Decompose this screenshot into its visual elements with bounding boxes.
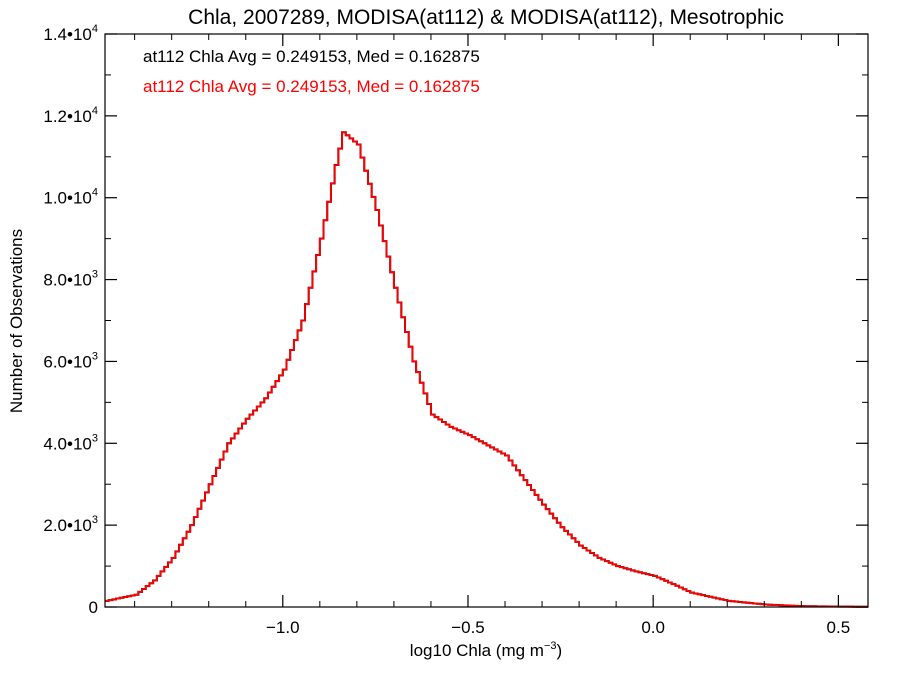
x-tick-label: 0.0 <box>641 618 665 637</box>
plot-frame <box>104 33 869 608</box>
x-tick-label: −0.5 <box>451 618 485 637</box>
y-tick-label: 1.2•104 <box>43 105 98 126</box>
x-axis: −1.0 −0.5 0.0 0.5 <box>134 34 851 637</box>
x-tick-label: 0.5 <box>827 618 851 637</box>
chart-title: Chla, 2007289, MODISA(at112) & MODISA(at… <box>188 6 784 29</box>
y-axis: 0 2.0•103 4.0•103 6.0•103 8.0•103 1.0•104 1.2•… <box>43 23 868 617</box>
x-tick-label: −1.0 <box>266 618 300 637</box>
y-tick-label: 6.0•103 <box>43 350 98 371</box>
y-tick-label: 4.0•103 <box>43 432 98 453</box>
y-tick-label: 0 <box>89 598 98 617</box>
y-tick-label: 1.0•104 <box>43 187 98 208</box>
y-tick-label: 2.0•103 <box>43 514 98 535</box>
histogram-series-red <box>105 131 868 608</box>
y-tick-label: 8.0•103 <box>43 269 98 290</box>
x-axis-label: log10 Chla (mg m−3) <box>410 640 562 660</box>
series-layer <box>105 131 868 608</box>
y-axis-label: Number of Observations <box>7 229 26 413</box>
histogram-series-black <box>105 131 868 608</box>
annotation-red: at112 Chla Avg = 0.249153, Med = 0.16287… <box>143 77 480 96</box>
y-tick-label: 1.4•104 <box>43 23 98 44</box>
annotation-black: at112 Chla Avg = 0.249153, Med = 0.16287… <box>143 47 480 66</box>
